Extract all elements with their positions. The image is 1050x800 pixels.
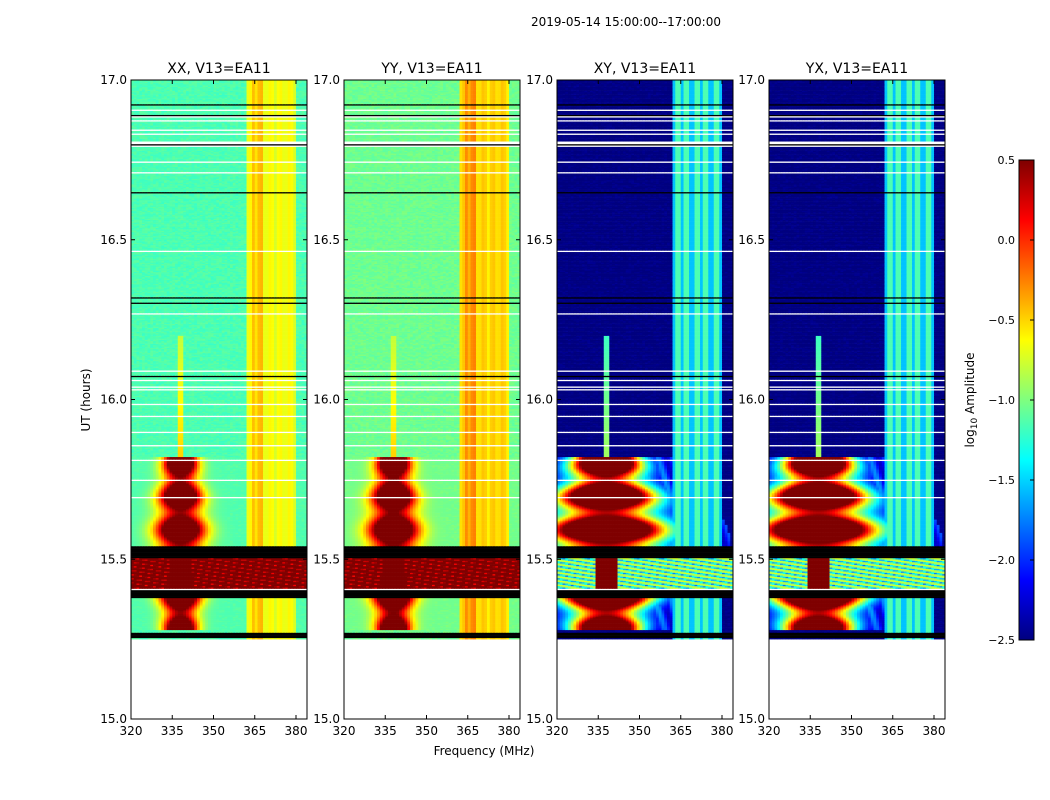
y-axis-label: UT (hours) (79, 368, 93, 431)
x-axis-label: Frequency (MHz) (434, 744, 535, 758)
heatmap-cells (131, 80, 307, 639)
figure-suptitle: 2019-05-14 15:00:00--17:00:00 (531, 15, 721, 29)
dynamic-spectrum-figure: 2019-05-14 15:00:00--17:00:00 Frequency … (0, 0, 1050, 800)
